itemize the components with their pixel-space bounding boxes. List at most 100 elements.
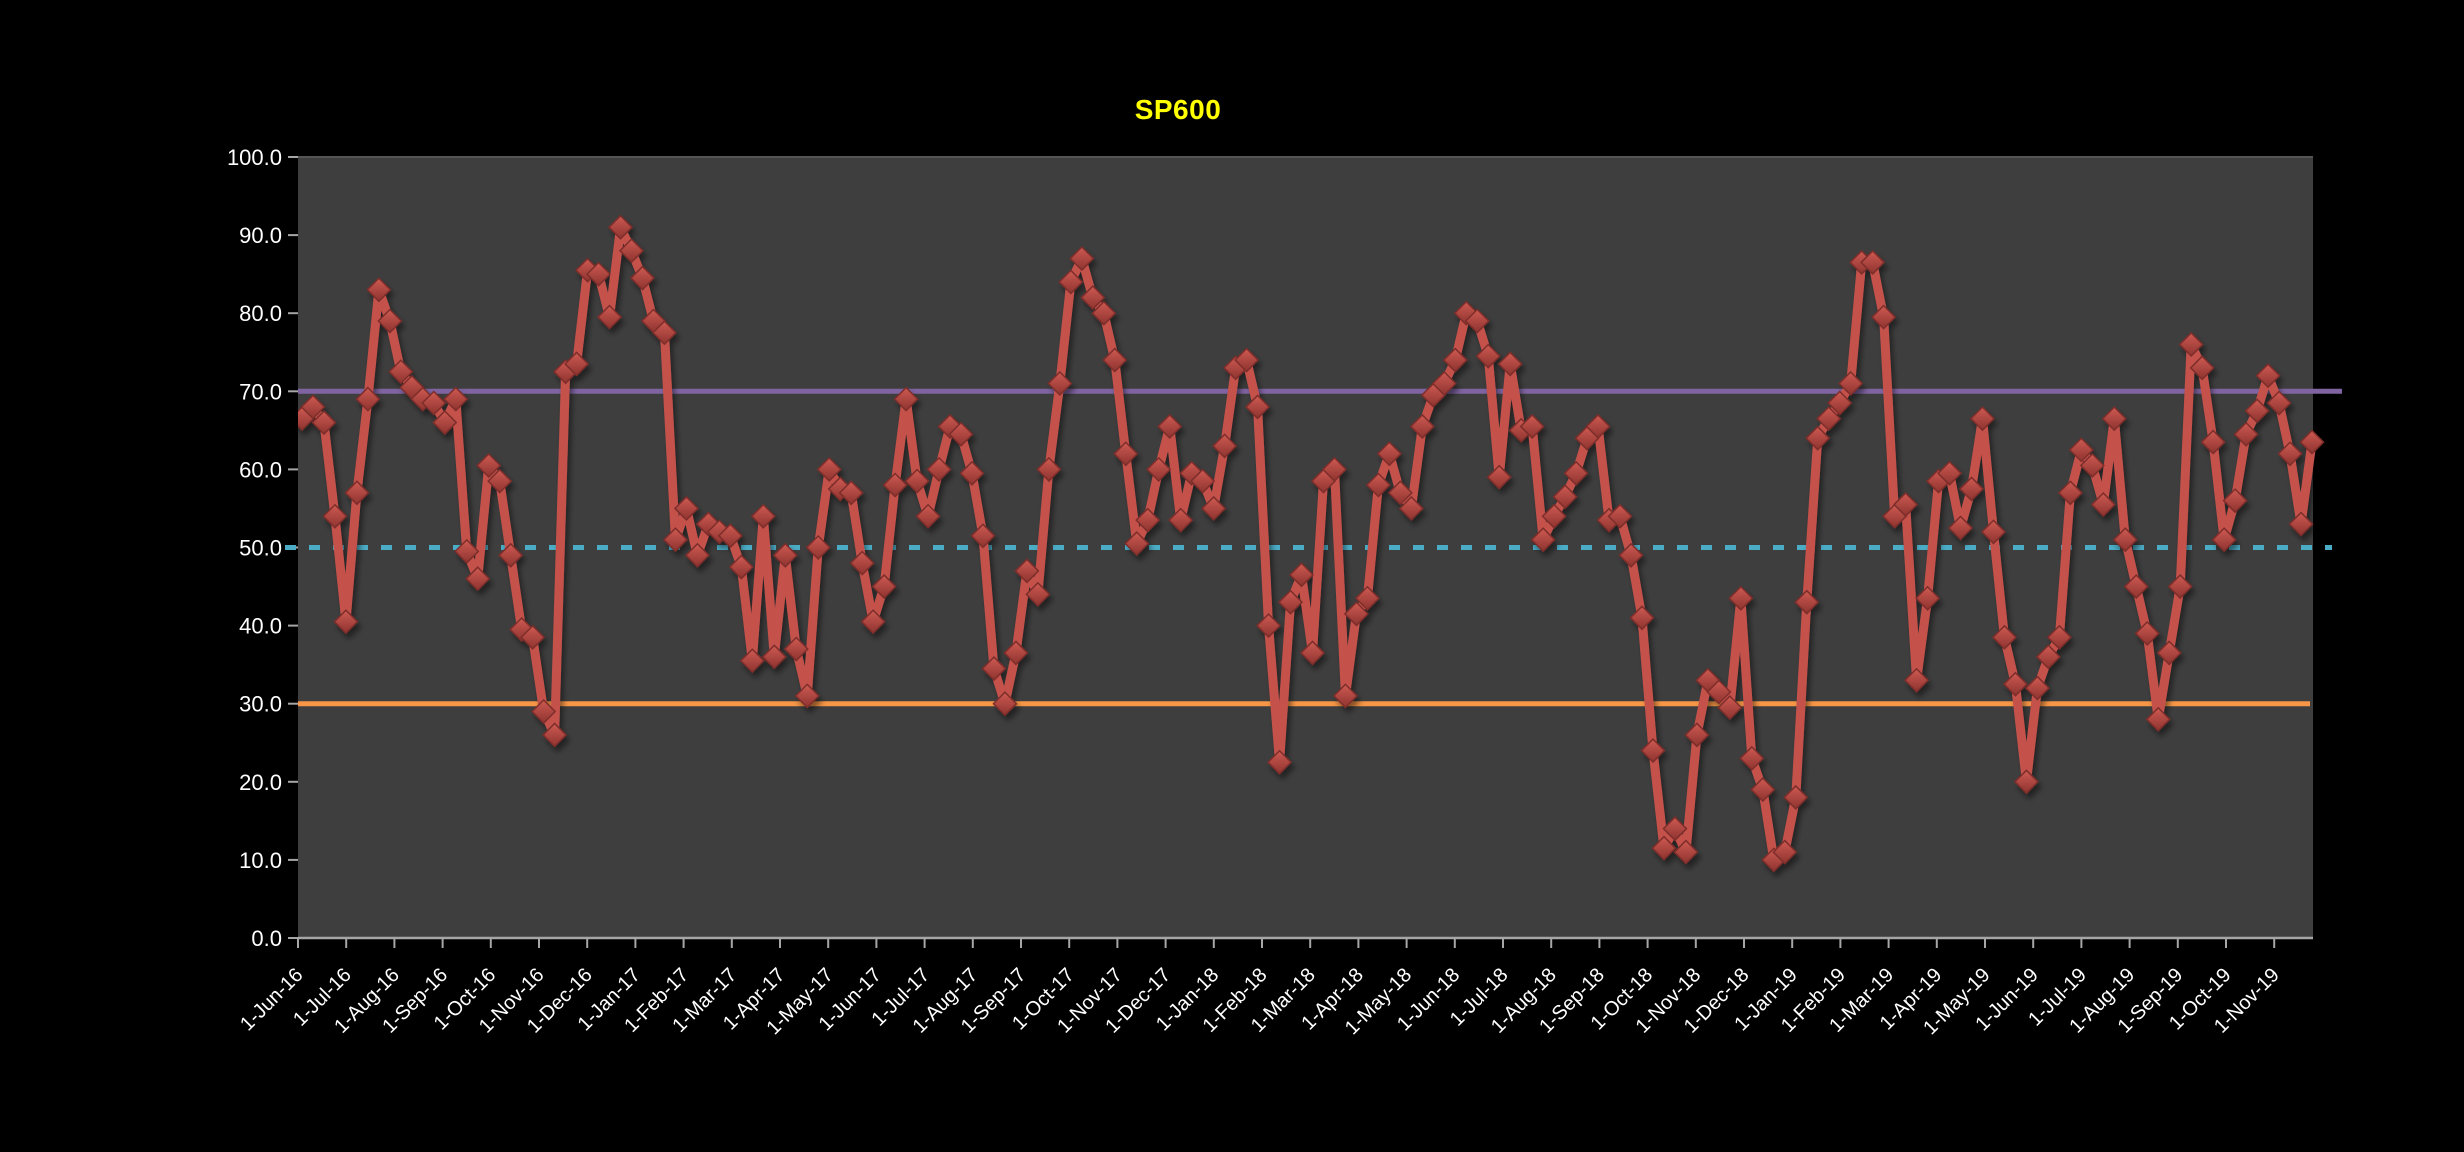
data-point-marker [1014,558,1040,584]
data-point-marker [2134,620,2160,646]
data-point-marker [1365,472,1391,498]
y-axis: 0.0 10.0 20.0 30.0 40.0 50.0 60.0 70.0 80.0 90.0 1… [227,145,298,951]
data-point-marker [1190,468,1216,494]
data-point-marker [1684,722,1710,748]
chart-title: SP600 [1134,94,1222,125]
data-point-marker [1036,456,1062,482]
y-tick-label: 80.0 [239,301,282,326]
data-point-marker [673,495,699,522]
data-point-marker [1354,585,1380,611]
data-point-marker [1376,441,1402,467]
data-point-marker [2211,527,2237,553]
data-point-marker [717,523,743,549]
x-tick-label: 1-Jun-16 [236,964,307,1035]
data-point-marker [1794,589,1820,615]
data-point-marker [1146,456,1172,482]
data-point-marker [1662,816,1688,842]
data-point-marker [1486,464,1512,490]
data-point-marker [1113,441,1139,467]
data-point-marker [355,386,381,412]
data-point-marker [838,480,864,506]
data-point-marker [1750,777,1776,803]
data-point-marker [1871,304,1897,330]
data-point-marker [1080,285,1106,311]
data-point-marker [1772,839,1798,865]
data-point-marker [1541,503,1567,529]
data-point-marker [476,452,502,479]
data-point-marker [629,265,656,291]
data-point-marker [432,409,458,436]
data-point-marker [1135,507,1161,533]
data-point-marker [1860,249,1886,275]
data-point-marker [1805,425,1831,451]
data-point-marker [1124,531,1150,557]
data-point-marker [1904,667,1930,693]
data-point-marker [2233,421,2259,447]
data-point-marker [2178,331,2204,358]
data-point-marker [1519,413,1545,440]
data-point-marker [520,624,546,650]
y-tick-label: 30.0 [239,692,282,717]
data-point-marker [2101,406,2127,432]
data-point-marker [2244,398,2270,424]
data-point-marker [1212,433,1238,459]
data-point-marker [344,480,370,506]
plot-area [298,157,2313,938]
data-point-marker [1069,245,1095,272]
data-point-marker [2013,769,2039,795]
y-tick-label: 60.0 [239,457,282,482]
data-point-marker [1442,347,1468,373]
data-point-marker [1585,413,1611,440]
data-point-marker [959,460,985,486]
y-tick-label: 0.0 [251,926,282,951]
data-point-marker [2079,452,2105,479]
data-point-marker [2167,573,2193,600]
data-point-marker [1332,683,1359,709]
data-point-marker [1321,456,1348,482]
data-point-marker [1958,476,1985,502]
y-tick-label: 10.0 [239,848,282,873]
series-markers [298,214,2325,873]
data-point-marker [465,566,491,592]
series-line [298,222,2317,865]
data-point-marker [1673,839,1699,865]
data-point-marker [1816,406,1842,432]
data-point-marker [816,456,842,482]
data-point-marker [750,503,776,529]
data-point-marker [860,609,886,635]
data-point-marker [1201,495,1227,522]
data-point-marker [377,308,403,334]
data-point-marker [1893,491,1919,518]
data-point-marker [596,304,623,330]
data-point-marker [1651,835,1677,861]
data-point-marker [1563,460,1589,486]
data-point-marker [2090,491,2116,518]
data-point-marker [2123,573,2149,600]
data-point-marker [311,409,337,436]
y-tick-label: 70.0 [239,379,282,404]
data-point-marker [1464,308,1490,334]
data-point-marker [882,472,908,498]
data-point-marker [607,214,634,240]
data-point-marker [1058,269,1084,295]
data-point-marker [2299,429,2325,455]
data-point-marker [1398,495,1424,522]
data-point-marker [2255,363,2281,389]
y-tick-label: 100.0 [227,145,282,170]
data-point-marker [2266,390,2292,416]
data-point-marker [1618,542,1644,568]
data-point-marker [1234,347,1260,373]
data-point-marker [564,351,590,377]
data-point-marker [1607,503,1633,529]
data-point-marker [937,413,963,440]
data-point-marker [1343,601,1369,627]
data-point-marker [915,503,941,529]
data-point-marker [2024,675,2050,701]
data-point-marker [1255,613,1282,639]
data-point-marker [1277,589,1304,615]
data-point-marker [871,573,897,600]
data-point-marker [322,503,348,529]
data-point-marker [1827,390,1853,416]
